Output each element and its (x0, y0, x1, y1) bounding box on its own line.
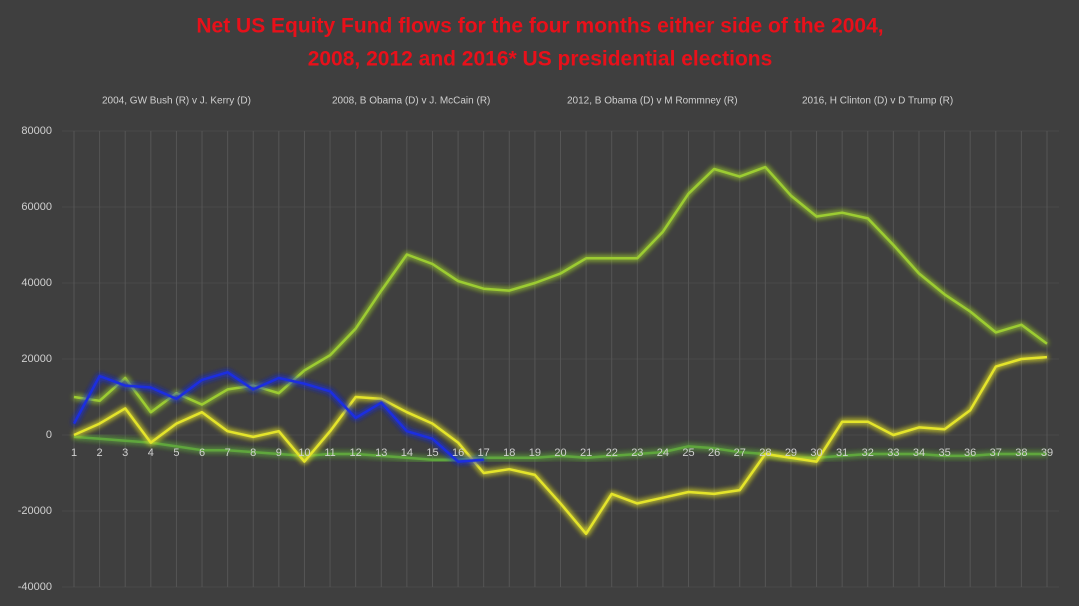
x-tick-label: 31 (836, 447, 848, 459)
y-tick-label: 60000 (21, 201, 52, 213)
x-tick-label: 39 (1041, 447, 1053, 459)
x-tick-label: 36 (964, 447, 976, 459)
x-tick-label: 23 (631, 447, 643, 459)
series-line (73, 355, 1048, 536)
x-tick-label: 2 (97, 447, 103, 459)
y-tick-label: 0 (46, 429, 52, 441)
x-tick-label: 16 (452, 447, 464, 459)
chart-title: 2008, 2012 and 2016* US presidential ele… (308, 48, 773, 71)
y-tick-label: 20000 (21, 353, 52, 365)
x-tick-label: 1 (71, 447, 77, 459)
x-tick-label: 26 (708, 447, 720, 459)
x-tick-label: 25 (682, 447, 694, 459)
x-tick-label: 20 (554, 447, 566, 459)
x-tick-label: 15 (426, 447, 438, 459)
x-tick-label: 22 (606, 447, 618, 459)
x-tick-label: 17 (478, 447, 490, 459)
x-tick-label: 9 (276, 447, 282, 459)
x-tick-label: 8 (250, 447, 256, 459)
x-tick-label: 18 (503, 447, 515, 459)
x-tick-label: 38 (1015, 447, 1027, 459)
x-tick-label: 28 (759, 447, 771, 459)
x-tick-label: 4 (148, 447, 154, 459)
y-tick-label: 80000 (21, 125, 52, 137)
x-tick-label: 35 (938, 447, 950, 459)
x-tick-label: 3 (122, 447, 128, 459)
legend-label: 2012, B Obama (D) v M Rommney (R) (567, 96, 738, 107)
x-tick-label: 11 (324, 447, 335, 459)
x-tick-label: 29 (785, 447, 797, 459)
x-tick-label: 14 (401, 447, 413, 459)
x-tick-label: 21 (580, 447, 592, 459)
x-tick-label: 30 (810, 447, 822, 459)
x-tick-label: 27 (734, 447, 746, 459)
x-tick-label: 5 (173, 447, 179, 459)
x-tick-label: 13 (375, 447, 387, 459)
grid (62, 130, 1059, 588)
chart-title: Net US Equity Fund flows for the four mo… (196, 15, 883, 38)
legend-label: 2016, H Clinton (D) v D Trump (R) (802, 96, 953, 107)
plot (72, 165, 1048, 536)
x-tick-label: 7 (225, 447, 231, 459)
y-tick-label: -20000 (18, 505, 52, 517)
x-tick-label: 10 (298, 447, 310, 459)
x-tick-label: 34 (913, 447, 925, 459)
y-tick-label: -40000 (18, 581, 52, 593)
series-line (73, 165, 1048, 414)
legend-label: 2008, B Obama (D) v J. McCain (R) (332, 96, 490, 107)
x-tick-label: 37 (990, 447, 1002, 459)
x-tick-label: 6 (199, 447, 205, 459)
x-tick-label: 33 (887, 447, 899, 459)
x-tick-label: 19 (529, 447, 541, 459)
x-tick-label: 12 (350, 447, 362, 459)
x-tick-label: 24 (657, 447, 669, 459)
x-tick-label: 32 (862, 447, 874, 459)
series-line (72, 371, 484, 463)
series-line (73, 435, 1047, 461)
legend-label: 2004, GW Bush (R) v J. Kerry (D) (102, 96, 251, 107)
y-tick-label: 40000 (21, 277, 52, 289)
